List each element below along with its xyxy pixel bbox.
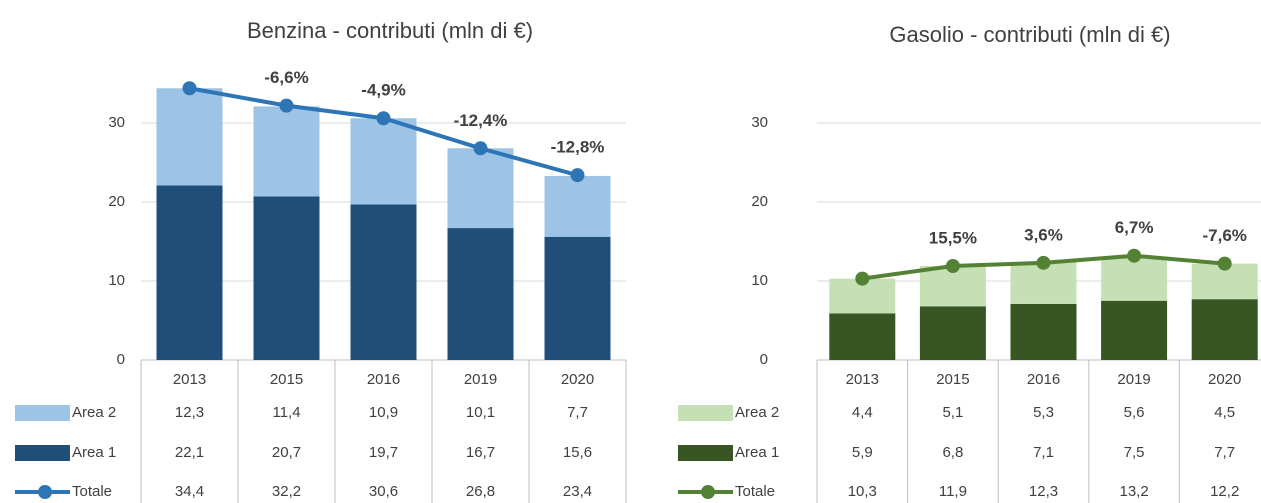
legend-key bbox=[678, 405, 733, 421]
table-value: 10,9 bbox=[369, 404, 398, 421]
y-tick-label: 0 bbox=[760, 351, 768, 368]
table-value: 7,1 bbox=[1033, 444, 1054, 461]
x-tick-label: 2015 bbox=[936, 371, 969, 388]
legend-label: Area 1 bbox=[72, 444, 116, 461]
table-value: 30,6 bbox=[369, 483, 398, 500]
legend-label: Totale bbox=[735, 483, 775, 500]
y-tick-label: 30 bbox=[751, 114, 768, 131]
table-value: 12,3 bbox=[175, 404, 204, 421]
bar-segment bbox=[447, 228, 514, 360]
legend-key bbox=[15, 445, 70, 461]
bar-segment bbox=[156, 88, 223, 186]
x-tick-label: 2020 bbox=[561, 371, 594, 388]
total-point bbox=[473, 141, 488, 156]
table-value: 5,9 bbox=[852, 444, 873, 461]
bar-segment bbox=[1101, 300, 1168, 360]
bar-segment bbox=[350, 118, 417, 205]
bar-segment bbox=[350, 204, 417, 360]
change-label: 3,6% bbox=[1024, 225, 1063, 244]
x-tick-label: 2015 bbox=[270, 371, 303, 388]
change-label: -12,4% bbox=[454, 111, 508, 130]
total-point bbox=[1036, 255, 1051, 270]
table-value: 10,3 bbox=[848, 483, 877, 500]
table-value: 16,7 bbox=[466, 444, 495, 461]
table-value: 15,6 bbox=[563, 444, 592, 461]
bar-segment bbox=[544, 236, 611, 360]
bar-segment bbox=[156, 185, 223, 360]
table-value: 4,5 bbox=[1214, 404, 1235, 421]
table-value: 12,3 bbox=[1029, 483, 1058, 500]
table-value: 5,1 bbox=[942, 404, 963, 421]
legend-label: Area 1 bbox=[735, 444, 779, 461]
x-tick-label: 2016 bbox=[367, 371, 400, 388]
table-value: 7,5 bbox=[1124, 444, 1145, 461]
total-point bbox=[1127, 248, 1142, 263]
x-tick-label: 2013 bbox=[846, 371, 879, 388]
y-tick-label: 30 bbox=[108, 114, 125, 131]
table-value: 10,1 bbox=[466, 404, 495, 421]
table-value: 5,3 bbox=[1033, 404, 1054, 421]
y-tick-label: 10 bbox=[751, 272, 768, 289]
y-tick-label: 10 bbox=[108, 272, 125, 289]
table-value: 6,8 bbox=[942, 444, 963, 461]
total-point bbox=[182, 81, 197, 96]
legend-key bbox=[15, 405, 70, 421]
table-value: 7,7 bbox=[1214, 444, 1235, 461]
change-label: -4,9% bbox=[361, 81, 405, 100]
bar-segment bbox=[1191, 299, 1258, 360]
table-value: 32,2 bbox=[272, 483, 301, 500]
chart-title: Gasolio - contributi (mln di €) bbox=[889, 22, 1170, 47]
bar-segment bbox=[253, 106, 320, 197]
legend-label: Totale bbox=[72, 483, 112, 500]
y-tick-label: 0 bbox=[117, 351, 125, 368]
x-tick-label: 2013 bbox=[173, 371, 206, 388]
table-value: 12,2 bbox=[1210, 483, 1239, 500]
y-tick-label: 20 bbox=[108, 193, 125, 210]
x-tick-label: 2019 bbox=[1117, 371, 1150, 388]
y-tick-label: 20 bbox=[751, 193, 768, 210]
total-point bbox=[376, 111, 391, 126]
table-value: 19,7 bbox=[369, 444, 398, 461]
table-value: 11,9 bbox=[939, 483, 967, 500]
table-value: 34,4 bbox=[175, 483, 204, 500]
x-tick-label: 2020 bbox=[1208, 371, 1241, 388]
table-value: 23,4 bbox=[563, 483, 592, 500]
bar-segment bbox=[447, 148, 514, 229]
total-point bbox=[1217, 256, 1232, 271]
table-value: 5,6 bbox=[1124, 404, 1145, 421]
legend-label: Area 2 bbox=[735, 404, 779, 421]
legend-key-dot bbox=[701, 485, 715, 499]
table-value: 4,4 bbox=[852, 404, 873, 421]
bar-segment bbox=[544, 175, 611, 237]
total-point bbox=[570, 168, 585, 183]
change-label: -6,6% bbox=[264, 68, 308, 87]
x-tick-label: 2016 bbox=[1027, 371, 1060, 388]
total-point bbox=[855, 271, 870, 286]
table-value: 20,7 bbox=[272, 444, 301, 461]
bar-segment bbox=[919, 306, 986, 360]
table-value: 13,2 bbox=[1119, 483, 1148, 500]
change-label: 15,5% bbox=[929, 228, 977, 247]
legend-key-dot bbox=[38, 485, 52, 499]
table-value: 11,4 bbox=[272, 404, 300, 421]
bar-segment bbox=[829, 313, 896, 360]
charts: Benzina - contributi (mln di €) 0 10 20 30 20… bbox=[15, 18, 1261, 503]
total-point bbox=[945, 258, 960, 273]
bar-segment bbox=[1010, 303, 1077, 360]
table-value: 7,7 bbox=[567, 404, 588, 421]
change-label: -7,6% bbox=[1202, 226, 1246, 245]
change-label: -12,8% bbox=[551, 138, 605, 157]
table-value: 22,1 bbox=[175, 444, 204, 461]
chart-title: Benzina - contributi (mln di €) bbox=[247, 18, 533, 43]
legend-key bbox=[678, 445, 733, 461]
bar-segment bbox=[253, 196, 320, 360]
legend-label: Area 2 bbox=[72, 404, 116, 421]
total-point bbox=[279, 98, 294, 113]
bar-segment bbox=[1101, 256, 1168, 301]
table-value: 26,8 bbox=[466, 483, 495, 500]
x-tick-label: 2019 bbox=[464, 371, 497, 388]
change-label: 6,7% bbox=[1115, 218, 1154, 237]
